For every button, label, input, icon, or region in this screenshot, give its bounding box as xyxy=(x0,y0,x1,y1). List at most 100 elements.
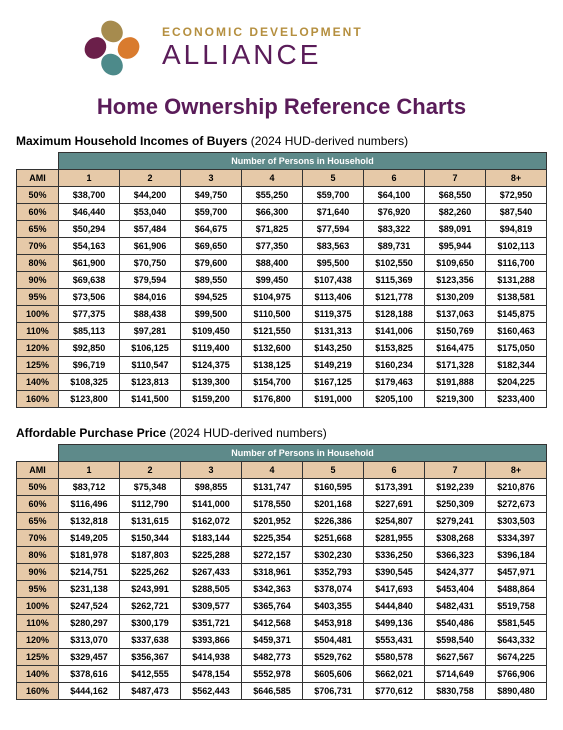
value-cell: $82,260 xyxy=(424,204,485,221)
value-cell: $71,640 xyxy=(302,204,363,221)
value-cell: $272,673 xyxy=(485,496,546,513)
table-row: 110%$280,297$300,179$351,721$412,568$453… xyxy=(17,615,547,632)
value-cell: $138,581 xyxy=(485,289,546,306)
value-cell: $107,438 xyxy=(302,272,363,289)
value-cell: $444,162 xyxy=(58,683,119,700)
value-cell: $646,585 xyxy=(241,683,302,700)
value-cell: $243,991 xyxy=(119,581,180,598)
value-cell: $139,300 xyxy=(180,374,241,391)
value-cell: $130,209 xyxy=(424,289,485,306)
value-cell: $64,675 xyxy=(180,221,241,238)
value-cell: $191,888 xyxy=(424,374,485,391)
table-row: 70%$54,163$61,906$69,650$77,350$83,563$8… xyxy=(17,238,547,255)
table-row: 80%$61,900$70,750$79,600$88,400$95,500$1… xyxy=(17,255,547,272)
value-cell: $70,750 xyxy=(119,255,180,272)
ami-cell: 120% xyxy=(17,340,59,357)
value-cell: $280,297 xyxy=(58,615,119,632)
value-cell: $352,793 xyxy=(302,564,363,581)
col-header: 5 xyxy=(302,462,363,479)
value-cell: $181,978 xyxy=(58,547,119,564)
value-cell: $396,184 xyxy=(485,547,546,564)
value-cell: $580,578 xyxy=(363,649,424,666)
price-table: Number of Persons in Household AMI123456… xyxy=(16,444,547,700)
value-cell: $73,506 xyxy=(58,289,119,306)
table-row: 60%$116,496$112,790$141,000$178,550$201,… xyxy=(17,496,547,513)
value-cell: $251,668 xyxy=(302,530,363,547)
value-cell: $482,431 xyxy=(424,598,485,615)
value-cell: $424,377 xyxy=(424,564,485,581)
value-cell: $488,864 xyxy=(485,581,546,598)
value-cell: $201,952 xyxy=(241,513,302,530)
table-row: 50%$38,700$44,200$49,750$55,250$59,700$6… xyxy=(17,187,547,204)
ami-cell: 140% xyxy=(17,374,59,391)
value-cell: $141,500 xyxy=(119,391,180,408)
table-row: 125%$329,457$356,367$414,938$482,773$529… xyxy=(17,649,547,666)
value-cell: $123,800 xyxy=(58,391,119,408)
col-header: 6 xyxy=(363,170,424,187)
income-table: Number of Persons in Household AMI123456… xyxy=(16,152,547,408)
value-cell: $300,179 xyxy=(119,615,180,632)
value-cell: $205,100 xyxy=(363,391,424,408)
col-header: 1 xyxy=(58,462,119,479)
value-cell: $123,356 xyxy=(424,272,485,289)
value-cell: $627,567 xyxy=(424,649,485,666)
value-cell: $272,157 xyxy=(241,547,302,564)
ami-cell: 110% xyxy=(17,615,59,632)
value-cell: $66,300 xyxy=(241,204,302,221)
ami-header: AMI xyxy=(17,170,59,187)
value-cell: $69,650 xyxy=(180,238,241,255)
value-cell: $77,594 xyxy=(302,221,363,238)
value-cell: $89,731 xyxy=(363,238,424,255)
value-cell: $487,473 xyxy=(119,683,180,700)
value-cell: $102,113 xyxy=(485,238,546,255)
value-cell: $227,691 xyxy=(363,496,424,513)
value-cell: $116,496 xyxy=(58,496,119,513)
value-cell: $167,125 xyxy=(302,374,363,391)
value-cell: $770,612 xyxy=(363,683,424,700)
value-cell: $247,524 xyxy=(58,598,119,615)
ami-cell: 120% xyxy=(17,632,59,649)
ami-cell: 50% xyxy=(17,479,59,496)
col-header: 4 xyxy=(241,170,302,187)
value-cell: $529,762 xyxy=(302,649,363,666)
value-cell: $183,144 xyxy=(180,530,241,547)
table-row: 100%$77,375$88,438$99,500$110,500$119,37… xyxy=(17,306,547,323)
table-row: 140%$108,325$123,813$139,300$154,700$167… xyxy=(17,374,547,391)
value-cell: $329,457 xyxy=(58,649,119,666)
ami-cell: 100% xyxy=(17,306,59,323)
value-cell: $64,100 xyxy=(363,187,424,204)
table-row: 80%$181,978$187,803$225,288$272,157$302,… xyxy=(17,547,547,564)
value-cell: $131,615 xyxy=(119,513,180,530)
ami-cell: 80% xyxy=(17,255,59,272)
value-cell: $403,355 xyxy=(302,598,363,615)
value-cell: $121,778 xyxy=(363,289,424,306)
col-header: 3 xyxy=(180,462,241,479)
table2-sub: (2024 HUD-derived numbers) xyxy=(169,426,326,440)
value-cell: $225,288 xyxy=(180,547,241,564)
table-row: 125%$96,719$110,547$124,375$138,125$149,… xyxy=(17,357,547,374)
table-row: 95%$231,138$243,991$288,505$342,363$378,… xyxy=(17,581,547,598)
value-cell: $279,241 xyxy=(424,513,485,530)
value-cell: $482,773 xyxy=(241,649,302,666)
value-cell: $337,638 xyxy=(119,632,180,649)
value-cell: $98,855 xyxy=(180,479,241,496)
value-cell: $250,309 xyxy=(424,496,485,513)
value-cell: $77,375 xyxy=(58,306,119,323)
value-cell: $123,813 xyxy=(119,374,180,391)
value-cell: $540,486 xyxy=(424,615,485,632)
value-cell: $84,016 xyxy=(119,289,180,306)
value-cell: $59,700 xyxy=(180,204,241,221)
ami-cell: 80% xyxy=(17,547,59,564)
value-cell: $453,918 xyxy=(302,615,363,632)
value-cell: $412,555 xyxy=(119,666,180,683)
col-header: 7 xyxy=(424,170,485,187)
value-cell: $94,525 xyxy=(180,289,241,306)
value-cell: $113,406 xyxy=(302,289,363,306)
table-row: 95%$73,506$84,016$94,525$104,975$113,406… xyxy=(17,289,547,306)
value-cell: $175,050 xyxy=(485,340,546,357)
value-cell: $201,168 xyxy=(302,496,363,513)
table1-header: Number of Persons in Household xyxy=(58,153,546,170)
page-title: Home Ownership Reference Charts xyxy=(16,94,547,120)
value-cell: $478,154 xyxy=(180,666,241,683)
ami-cell: 100% xyxy=(17,598,59,615)
